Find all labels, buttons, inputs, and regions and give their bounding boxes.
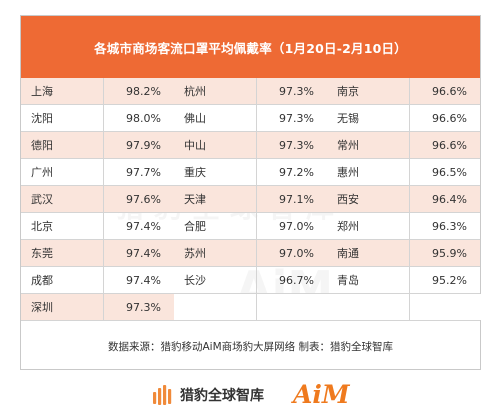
city-name: 北京 — [21, 213, 104, 239]
mask-rate-value: 97.6% — [126, 192, 161, 206]
mask-rate-value: 97.7% — [126, 165, 161, 179]
table-row: 沈阳 98.0% 佛山 97.3% 无锡 96.6% — [21, 105, 480, 132]
table-cell-pair: 南京 96.6% — [327, 78, 481, 104]
mask-rate-value: 97.1% — [279, 192, 314, 206]
table-cell-pair: 青岛 95.2% — [327, 267, 481, 293]
city-name: 沈阳 — [21, 105, 104, 131]
mask-rate-value: 97.3% — [279, 111, 314, 125]
table-cell-pair: 无锡 96.6% — [327, 105, 481, 131]
mask-rate-value: 97.0% — [279, 246, 314, 260]
city-name: 深圳 — [21, 294, 104, 320]
city-name: 常州 — [327, 132, 410, 158]
table-cell-pair: 武汉 97.6% — [21, 186, 174, 212]
mask-rate-value: 95.9% — [432, 246, 467, 260]
city-name: 郑州 — [327, 213, 410, 239]
city-name: 长沙 — [174, 267, 257, 293]
mask-rate-value: 98.2% — [126, 84, 161, 98]
mask-rate-value: 96.3% — [432, 219, 467, 233]
empty-cell — [410, 294, 481, 320]
mask-rate-value: 96.7% — [279, 273, 314, 287]
footer: 猎豹全球智库 AiM — [0, 372, 500, 416]
city-name: 佛山 — [174, 105, 257, 131]
city-name: 无锡 — [327, 105, 410, 131]
city-name: 广州 — [21, 159, 104, 185]
table-cell-pair: 东莞 97.4% — [21, 240, 174, 266]
city-name: 青岛 — [327, 267, 410, 293]
mask-rate-value: 97.3% — [279, 84, 314, 98]
table-cell-pair: 广州 97.7% — [21, 159, 174, 185]
table-cell-pair: 佛山 97.3% — [174, 105, 327, 131]
table-cell-pair: 沈阳 98.0% — [21, 105, 174, 131]
source-note: 数据来源：猎豹移动AiM商场豹大屏网络 制表：猎豹全球智库 — [108, 340, 393, 353]
city-name: 合肥 — [174, 213, 257, 239]
table-row: 德阳 97.9% 中山 97.3% 常州 96.6% — [21, 132, 480, 159]
city-name: 西安 — [327, 186, 410, 212]
table-row: 广州 97.7% 重庆 97.2% 惠州 96.5% — [21, 159, 480, 186]
city-name: 东莞 — [21, 240, 104, 266]
table-cell-pair: 上海 98.2% — [21, 78, 174, 104]
table-row: 北京 97.4% 合肥 97.0% 郑州 96.3% — [21, 213, 480, 240]
data-table-frame: 各城市商场客流口罩平均佩戴率（1月20日-2月10日） 猎豹全球智库 AiM 上… — [20, 15, 481, 370]
mask-rate-value: 98.0% — [126, 111, 161, 125]
mask-rate-value: 96.6% — [432, 84, 467, 98]
mask-rate-value: 97.9% — [126, 138, 161, 152]
table-cell-pair: 惠州 96.5% — [327, 159, 481, 185]
table-row: 上海 98.2% 杭州 97.3% 南京 96.6% — [21, 78, 480, 105]
table-cell-pair: 北京 97.4% — [21, 213, 174, 239]
mask-rate-value: 97.3% — [126, 300, 161, 314]
table-title-bar: 各城市商场客流口罩平均佩戴率（1月20日-2月10日） — [21, 16, 480, 78]
empty-cell — [327, 294, 410, 320]
mask-rate-value: 97.4% — [126, 246, 161, 260]
city-name: 上海 — [21, 78, 104, 104]
city-name: 苏州 — [174, 240, 257, 266]
mask-rate-value: 95.2% — [432, 273, 467, 287]
table-body: 上海 98.2% 杭州 97.3% 南京 96.6% 沈阳 98.0% 佛山 97.3% 无锡 96.… — [21, 78, 481, 321]
footer-logo-text: 猎豹全球智库 — [180, 388, 264, 404]
mask-rate-value: 97.4% — [126, 273, 161, 287]
table-row: 东莞 97.4% 苏州 97.0% 南通 95.9% — [21, 240, 480, 267]
city-name: 重庆 — [174, 159, 257, 185]
table-title: 各城市商场客流口罩平均佩戴率（1月20日-2月10日） — [94, 40, 407, 56]
table-cell-pair: 天津 97.1% — [174, 186, 327, 212]
city-name: 南京 — [327, 78, 410, 104]
city-name: 德阳 — [21, 132, 104, 158]
table-cell-pair: 深圳 97.3% — [21, 294, 174, 320]
table-cell-pair — [174, 294, 327, 320]
table-cell-pair: 长沙 96.7% — [174, 267, 327, 293]
city-name: 中山 — [174, 132, 257, 158]
city-name: 杭州 — [174, 78, 257, 104]
city-name: 南通 — [327, 240, 410, 266]
mask-rate-value: 96.4% — [432, 192, 467, 206]
mask-rate-value: 97.3% — [279, 138, 314, 152]
city-name: 天津 — [174, 186, 257, 212]
table-cell-pair: 常州 96.6% — [327, 132, 481, 158]
city-name: 成都 — [21, 267, 104, 293]
table-cell-pair: 成都 97.4% — [21, 267, 174, 293]
table-cell-pair: 南通 95.9% — [327, 240, 481, 266]
table-cell-pair: 合肥 97.0% — [174, 213, 327, 239]
mask-rate-value: 96.6% — [432, 111, 467, 125]
mask-rate-value: 97.2% — [279, 165, 314, 179]
mask-rate-value: 96.5% — [432, 165, 467, 179]
city-name: 惠州 — [327, 159, 410, 185]
table-cell-pair: 重庆 97.2% — [174, 159, 327, 185]
empty-cell — [257, 294, 327, 320]
table-cell-pair — [327, 294, 481, 320]
table-cell-pair: 杭州 97.3% — [174, 78, 327, 104]
city-name: 武汉 — [21, 186, 104, 212]
table-cell-pair: 德阳 97.9% — [21, 132, 174, 158]
table-cell-pair: 郑州 96.3% — [327, 213, 481, 239]
table-row: 成都 97.4% 长沙 96.7% 青岛 95.2% — [21, 267, 480, 294]
table-row: 深圳 97.3% — [21, 294, 481, 321]
table-row: 武汉 97.6% 天津 97.1% 西安 96.4% — [21, 186, 480, 213]
table-cell-pair: 西安 96.4% — [327, 186, 481, 212]
cheetah-logo-icon — [153, 385, 172, 405]
table-cell-pair: 苏州 97.0% — [174, 240, 327, 266]
aim-logo: AiM — [293, 380, 350, 409]
mask-rate-value: 96.6% — [432, 138, 467, 152]
mask-rate-value: 97.0% — [279, 219, 314, 233]
mask-rate-value: 97.4% — [126, 219, 161, 233]
empty-cell — [174, 294, 257, 320]
table-cell-pair: 中山 97.3% — [174, 132, 327, 158]
